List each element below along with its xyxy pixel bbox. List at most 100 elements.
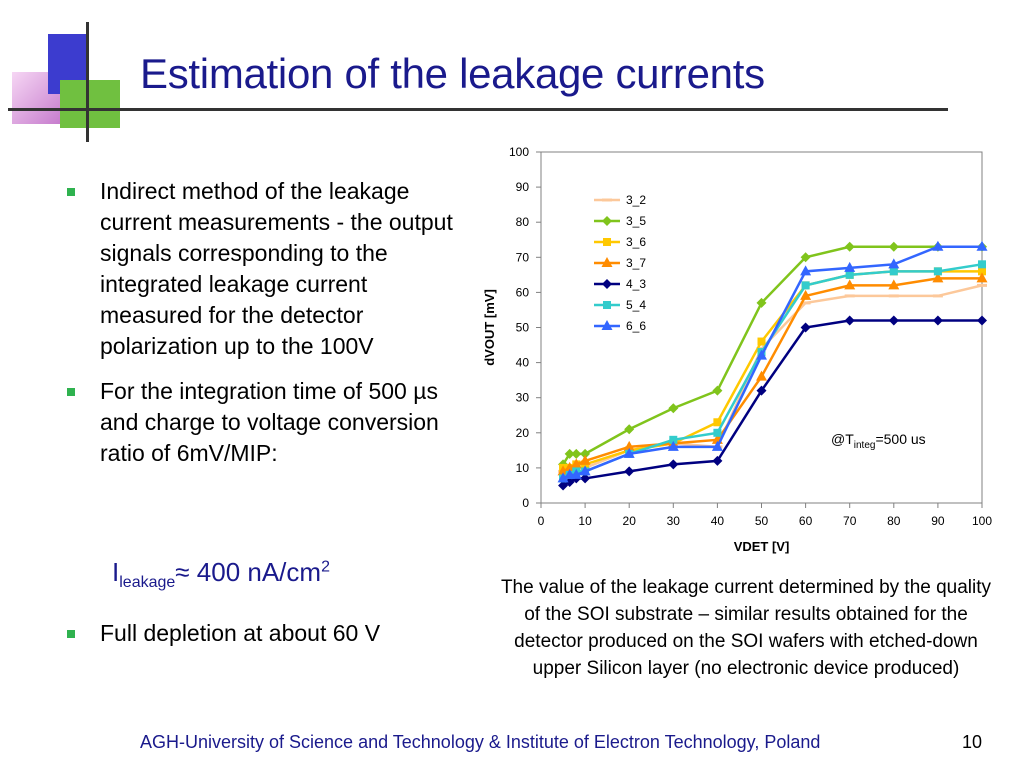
page-number: 10	[962, 732, 983, 752]
bullet-text-2: For the integration time of 500 µs and c…	[100, 378, 439, 466]
data-point	[713, 428, 722, 437]
bullet-text-3: Full depletion at about 60 V	[100, 620, 381, 646]
data-point	[933, 267, 942, 276]
chart-annotation: @Tinteg=500 us	[831, 431, 926, 451]
data-point	[623, 447, 635, 458]
y-tick-label: 60	[516, 285, 530, 299]
data-point	[570, 468, 582, 479]
data-point	[571, 448, 582, 459]
data-point	[580, 448, 591, 459]
data-point	[801, 281, 810, 290]
data-point	[756, 297, 767, 308]
series-4_3	[558, 315, 987, 491]
legend-label: 4_3	[626, 277, 646, 291]
x-axis-label: VDET [V]	[734, 539, 790, 554]
footer-text: AGH-University of Science and Technology…	[140, 732, 821, 752]
series-3_7	[557, 272, 988, 476]
data-point	[976, 240, 988, 251]
data-point	[623, 440, 635, 451]
data-point	[845, 270, 854, 279]
data-point	[603, 238, 611, 246]
y-tick-label: 10	[516, 461, 530, 475]
data-point	[601, 320, 613, 330]
y-tick-label: 20	[516, 426, 530, 440]
x-tick-label: 0	[538, 514, 545, 528]
data-point	[624, 466, 635, 477]
chart-legend: 3_2 3_5 3_6 3_7 4_3 5_4 6_6	[594, 193, 646, 333]
y-tick-label: 30	[516, 391, 530, 405]
y-tick-label: 70	[516, 250, 530, 264]
formula-superscript: 2	[321, 558, 330, 576]
data-point	[800, 289, 812, 300]
data-point	[601, 257, 613, 267]
series-6_6	[557, 240, 988, 483]
bullet-marker	[67, 630, 75, 638]
x-tick-label: 100	[972, 514, 992, 528]
formula-symbol: I	[112, 557, 120, 587]
data-point	[624, 424, 635, 435]
data-point	[888, 258, 900, 269]
data-point	[667, 440, 679, 451]
x-tick-label: 50	[755, 514, 769, 528]
formula-subscript: leakage	[119, 574, 176, 592]
chart-caption: The value of the leakage current determi…	[500, 577, 992, 679]
data-point	[580, 473, 591, 484]
x-tick-label: 40	[711, 514, 725, 528]
deco-vertical-line	[86, 22, 89, 142]
data-point	[756, 349, 767, 360]
legend-label: 3_2	[626, 193, 646, 207]
leakage-chart: 0 10 20 30 40 50 60 70 80 90 100 0 10 20 30 40 50 60 70 80 9…	[482, 145, 992, 554]
data-point	[564, 448, 575, 459]
bullet-marker	[67, 188, 75, 196]
x-tick-label: 10	[578, 514, 592, 528]
data-point	[889, 267, 898, 276]
data-point	[603, 301, 611, 309]
data-point	[756, 370, 767, 381]
data-point	[932, 315, 943, 326]
x-tick-label: 80	[887, 514, 901, 528]
y-tick-label: 0	[522, 496, 529, 510]
data-point	[932, 240, 944, 251]
data-point	[669, 435, 678, 444]
data-point	[713, 418, 722, 427]
data-point	[712, 385, 723, 396]
data-point	[800, 322, 811, 333]
data-point	[976, 272, 988, 283]
data-point	[711, 440, 723, 451]
data-point	[844, 261, 856, 272]
data-point	[888, 315, 899, 326]
bullet-list-2: Full depletion at about 60 V	[60, 618, 470, 663]
bullet-item-2: For the integration time of 500 µs and c…	[60, 376, 470, 469]
series-line	[562, 319, 982, 487]
data-point	[668, 459, 679, 470]
x-tick-label: 20	[623, 514, 637, 528]
data-point	[557, 472, 569, 483]
data-point	[668, 403, 679, 414]
data-point	[757, 337, 766, 346]
y-axis-label: dVOUT [mV]	[482, 289, 497, 366]
legend-label: 5_4	[626, 298, 646, 312]
data-point	[579, 465, 591, 476]
x-tick-label: 60	[799, 514, 813, 528]
legend-label: 3_5	[626, 214, 646, 228]
y-tick-label: 50	[516, 321, 530, 335]
bullet-list: Indirect method of the leakage current m…	[60, 176, 470, 483]
formula-relation: ≈ 400 nA/cm	[175, 557, 322, 587]
data-point	[712, 455, 723, 466]
y-tick-label: 80	[516, 215, 530, 229]
bullet-item-1: Indirect method of the leakage current m…	[60, 176, 470, 362]
data-point	[570, 458, 582, 469]
data-point	[844, 279, 856, 290]
y-tick-label: 90	[516, 180, 530, 194]
deco-horizontal-line	[8, 108, 948, 111]
data-point	[602, 216, 612, 226]
legend-label: 3_7	[626, 256, 646, 270]
bullet-marker	[67, 388, 75, 396]
leakage-formula: Ileakage≈ 400 nA/cm2	[112, 557, 330, 592]
slide-title: Estimation of the leakage currents	[140, 50, 765, 97]
legend-label: 6_6	[626, 319, 646, 333]
data-point	[564, 476, 575, 487]
x-tick-label: 70	[843, 514, 857, 528]
data-point	[888, 241, 899, 252]
data-point	[558, 480, 569, 491]
